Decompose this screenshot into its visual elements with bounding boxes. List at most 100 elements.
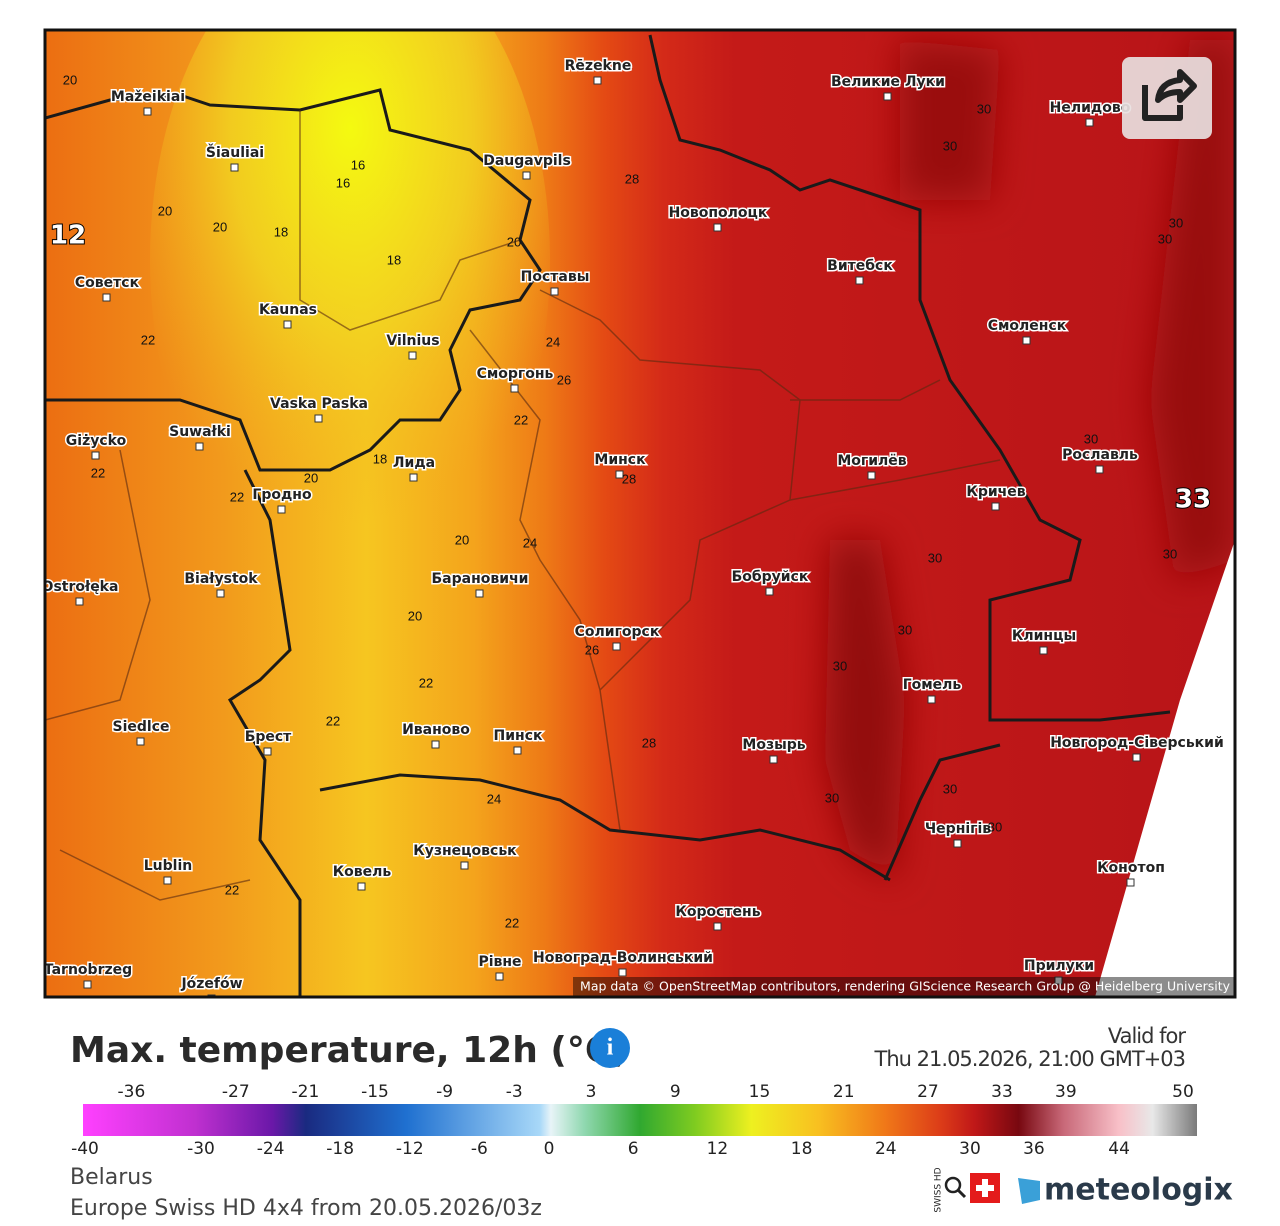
city-label: Бобруйск bbox=[732, 569, 809, 585]
search-icon bbox=[944, 1176, 962, 1194]
colorbar-tick-bottom: -6 bbox=[471, 1139, 488, 1159]
city-label: Vilnius bbox=[386, 333, 439, 349]
contour-label: 30 bbox=[1169, 215, 1183, 230]
colorbar-tick-top: -9 bbox=[436, 1082, 453, 1102]
city-label: Пинск bbox=[494, 728, 543, 744]
city-label: Советск bbox=[75, 275, 140, 291]
contour-label: 22 bbox=[505, 915, 519, 930]
city-marker bbox=[1054, 976, 1063, 985]
contour-label: 22 bbox=[225, 882, 239, 897]
city-label: Конотоп bbox=[1097, 860, 1165, 876]
city-label: Мозырь bbox=[742, 737, 805, 753]
brand: meteologix bbox=[1044, 1173, 1233, 1208]
city-marker bbox=[1039, 646, 1048, 655]
city-marker bbox=[991, 502, 1000, 511]
colorbar-tick-bottom: 18 bbox=[791, 1139, 813, 1159]
colorbar-tick-top: -27 bbox=[222, 1082, 250, 1102]
city-marker bbox=[1095, 465, 1104, 474]
city-label: Брест bbox=[245, 729, 292, 745]
colorbar-tick-bottom: 0 bbox=[544, 1139, 555, 1159]
colorbar-tick-top: 39 bbox=[1055, 1082, 1077, 1102]
warm-zone bbox=[150, 30, 550, 590]
contour-label: 30 bbox=[943, 138, 957, 153]
contour-label: 30 bbox=[1084, 431, 1098, 446]
contour-label: 20 bbox=[507, 234, 521, 249]
city-label: Гродно bbox=[252, 487, 312, 503]
credit-bg bbox=[573, 977, 1235, 997]
colorbar-tick-top: 50 bbox=[1172, 1082, 1194, 1102]
title: Max. temperature, 12h (°C) bbox=[70, 1030, 628, 1071]
city-label: Suwałki bbox=[169, 424, 231, 440]
city-marker bbox=[460, 861, 469, 870]
share-icon[interactable] bbox=[1142, 69, 1197, 121]
valid-label: Valid for bbox=[1108, 1024, 1187, 1048]
colorbar-tick-bottom: 24 bbox=[875, 1139, 897, 1159]
city-marker bbox=[765, 587, 774, 596]
info-glyph[interactable]: i bbox=[607, 1035, 614, 1061]
valid-time: Thu 21.05.2026, 21:00 GMT+03 bbox=[874, 1047, 1185, 1071]
city-label: Сморгонь bbox=[477, 366, 554, 382]
contour-label: 30 bbox=[825, 790, 839, 805]
city-marker bbox=[615, 470, 624, 479]
city-marker bbox=[83, 980, 92, 989]
city-marker bbox=[855, 276, 864, 285]
colorbar-tick-bottom: 44 bbox=[1108, 1139, 1130, 1159]
map-frame bbox=[43, 28, 1237, 999]
contour-label: 16 bbox=[336, 175, 350, 190]
swiss-cross bbox=[976, 1179, 994, 1197]
city-marker bbox=[513, 746, 522, 755]
contour-label: 24 bbox=[546, 334, 560, 349]
city-marker bbox=[713, 922, 722, 931]
contour-label: 28 bbox=[622, 471, 636, 486]
city-marker bbox=[1132, 753, 1141, 762]
city-label: Vaska Paska bbox=[270, 396, 368, 412]
city-marker bbox=[216, 589, 225, 598]
map: Rēzekne Mažeikiai Великие Луки Нелидово Šiau… bbox=[42, 30, 1235, 997]
badge: SWISS HD bbox=[934, 1167, 944, 1212]
colorbar-tick-top: 15 bbox=[749, 1082, 771, 1102]
city-label: Кузнецовськ bbox=[413, 843, 517, 859]
share-button[interactable] bbox=[1122, 57, 1212, 139]
contour-label: 30 bbox=[928, 550, 942, 565]
contour-label: 28 bbox=[625, 171, 639, 186]
city-label: Rēzekne bbox=[565, 58, 632, 74]
city-label: Лида bbox=[393, 455, 435, 471]
city-marker bbox=[408, 351, 417, 360]
colorbar-tick-bottom: 12 bbox=[707, 1139, 729, 1159]
city-label: Прилуки bbox=[1024, 958, 1094, 974]
contour-label: 22 bbox=[141, 332, 155, 347]
colorbar-tick-top: -21 bbox=[292, 1082, 320, 1102]
colorbar-tick-top: 9 bbox=[670, 1082, 681, 1102]
city-label: Рівне bbox=[478, 954, 521, 970]
colorbar-tick-bottom: 6 bbox=[628, 1139, 639, 1159]
city-label: Giżycko bbox=[66, 433, 127, 449]
contour-label: 30 bbox=[977, 101, 991, 116]
contour-label: 20 bbox=[304, 470, 318, 485]
info-button[interactable]: i bbox=[590, 1028, 630, 1068]
city-label: Mažeikiai bbox=[111, 89, 185, 105]
city-marker bbox=[495, 972, 504, 981]
city-label: Šiauliai bbox=[206, 143, 264, 161]
info-icon[interactable] bbox=[590, 1028, 630, 1068]
contour-label: 18 bbox=[373, 451, 387, 466]
city-label: Минск bbox=[594, 452, 646, 468]
contour-label: 16 bbox=[351, 157, 365, 172]
share-bg[interactable] bbox=[1122, 57, 1212, 139]
city-marker bbox=[1126, 878, 1135, 887]
city-marker bbox=[143, 107, 152, 116]
city-label: Ostrołęka bbox=[42, 579, 119, 595]
colorbar-tick-top: 21 bbox=[833, 1082, 855, 1102]
contour-label: 22 bbox=[326, 713, 340, 728]
colorbar-tick-bottom: -24 bbox=[257, 1139, 285, 1159]
logos: SWISS HD meteologix bbox=[934, 1167, 1233, 1212]
city-label: Поставы bbox=[521, 269, 590, 285]
city-label: Białystok bbox=[184, 571, 258, 587]
colorbar-tick-top: -36 bbox=[118, 1082, 146, 1102]
map-labels: Rēzekne Mažeikiai Великие Луки Нелидово Šiau… bbox=[42, 57, 1225, 997]
city-marker bbox=[713, 223, 722, 232]
map-credit: Map data © OpenStreetMap contributors, r… bbox=[580, 979, 1231, 994]
regions bbox=[45, 110, 1001, 901]
contour-label: 24 bbox=[487, 791, 501, 806]
contour-label: 20 bbox=[63, 72, 77, 87]
contour-label: 20 bbox=[455, 532, 469, 547]
